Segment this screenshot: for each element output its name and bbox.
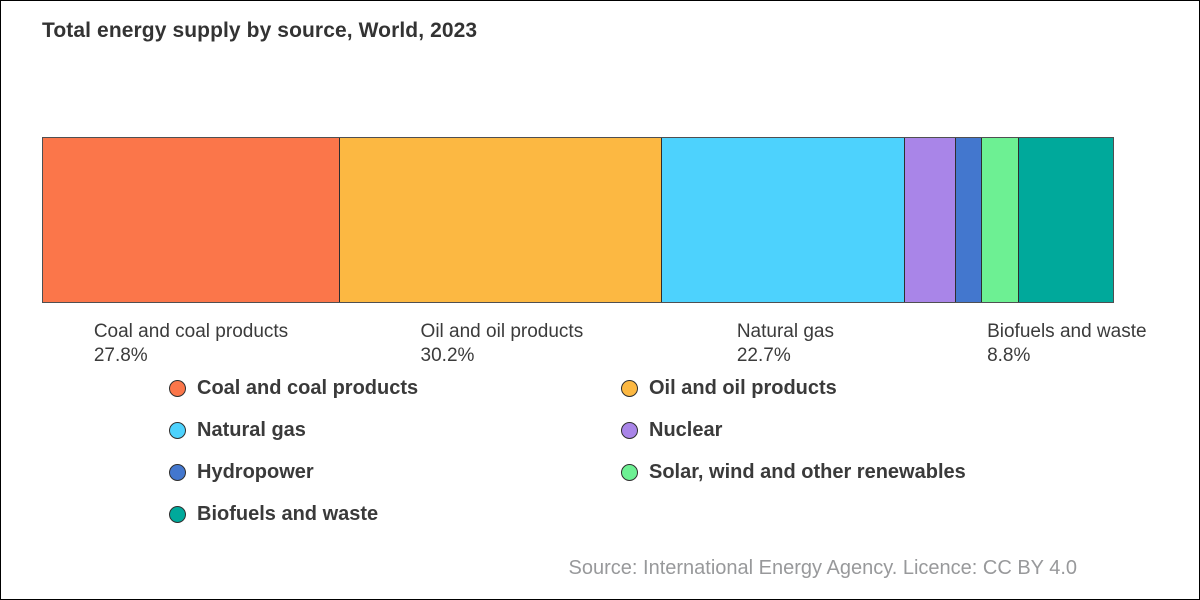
legend-swatch-icon [169, 421, 186, 439]
bar-segment-natural-gas[interactable] [661, 138, 904, 302]
segment-label-oil-and-oil-products: Oil and oil products 30.2% [421, 320, 584, 368]
segment-label-name: Biofuels and waste [987, 321, 1147, 342]
legend-label: Natural gas [197, 418, 306, 441]
source-attribution: Source: International Energy Agency. Lic… [568, 557, 1077, 579]
segment-label-percent: 8.8% [987, 345, 1031, 366]
legend-swatch-icon [621, 421, 638, 439]
segment-label-name: Natural gas [736, 321, 835, 342]
legend-swatch-icon [169, 463, 186, 481]
legend-item-hydropower: Hydropower [169, 451, 418, 493]
segment-label-name: Coal and coal products [93, 321, 289, 342]
segment-label-natural-gas: Natural gas 22.7% [737, 320, 834, 368]
bar-segment-coal-and-coal-products[interactable] [43, 138, 339, 302]
legend-item-solar-wind-and-other-renewables: Solar, wind and other renewables [621, 451, 966, 493]
bar-segment-solar-wind-and-other-renewables[interactable] [981, 138, 1019, 302]
stacked-bar [42, 137, 1114, 303]
legend-swatch-icon [621, 379, 638, 397]
chart-title: Total energy supply by source, World, 20… [42, 19, 478, 42]
legend-item-oil-and-oil-products: Oil and oil products [621, 367, 966, 409]
legend-label: Hydropower [197, 460, 314, 483]
legend-item-natural-gas: Natural gas [169, 409, 418, 451]
legend-item-coal-and-coal-products: Coal and coal products [169, 367, 418, 409]
segment-label-percent: 22.7% [736, 345, 791, 366]
legend-swatch-icon [169, 379, 186, 397]
legend-column-left: Coal and coal products Natural gas Hydropo… [169, 367, 418, 535]
bar-segment-nuclear[interactable] [903, 138, 955, 302]
bar-segment-oil-and-oil-products[interactable] [338, 138, 662, 302]
legend-label: Solar, wind and other renewables [649, 460, 966, 483]
legend-label: Oil and oil products [649, 376, 837, 399]
legend-item-biofuels-and-waste: Biofuels and waste [169, 493, 418, 535]
legend-label: Coal and coal products [197, 376, 419, 399]
segment-label-percent: 27.8% [93, 345, 148, 366]
segment-label-biofuels-and-waste: Biofuels and waste 8.8% [987, 320, 1147, 368]
legend-swatch-icon [621, 463, 638, 481]
legend-label: Biofuels and waste [197, 502, 379, 525]
bar-segment-hydropower[interactable] [954, 138, 982, 302]
segment-label-percent: 30.2% [420, 345, 475, 366]
legend-column-right: Oil and oil products Nuclear Solar, wind a… [621, 367, 966, 493]
bar-segment-biofuels-and-waste[interactable] [1018, 138, 1113, 302]
legend-swatch-icon [169, 505, 186, 523]
segment-label-coal-and-coal-products: Coal and coal products 27.8% [94, 320, 288, 368]
segment-label-name: Oil and oil products [420, 321, 584, 342]
legend-label: Nuclear [649, 418, 723, 441]
legend-item-nuclear: Nuclear [621, 409, 966, 451]
